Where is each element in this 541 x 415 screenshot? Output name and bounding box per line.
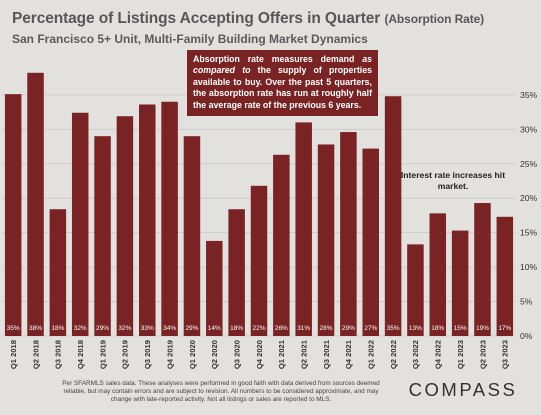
bar (451, 230, 469, 336)
bar-value-labels: 35% 38% 18% 32% 29% 32% 33% 34% 29% 14% 18% 22% 26% 3… (7, 325, 512, 332)
bar (474, 203, 491, 336)
y-axis-ticks: 0% 5% 10% 15% 20% 25% 30% 35% (520, 90, 538, 341)
title-suffix: (Absorption Rate) (384, 12, 485, 26)
footer-disclaimer: Per SFARMLS sales data. These analyses w… (62, 380, 380, 403)
x-tick-label: Q4 2020 (255, 340, 264, 369)
x-tick-label: Q3 2020 (232, 340, 241, 369)
bar-value-label: 35% (7, 325, 20, 332)
annotation-text-1: Absorption rate measures demand (193, 54, 363, 64)
bar (362, 148, 379, 336)
bar-value-label: 22% (252, 325, 265, 332)
bar-value-label: 18% (51, 325, 64, 332)
bar-value-label: 31% (297, 325, 310, 332)
bar (94, 136, 111, 336)
bar-value-label: 18% (431, 325, 444, 332)
bar-value-label: 32% (74, 325, 87, 332)
bar (206, 240, 223, 336)
bar-value-label: 19% (476, 325, 489, 332)
bar-value-label: 15% (454, 325, 467, 332)
bar (27, 72, 44, 336)
x-tick-label: Q3 2019 (143, 340, 152, 369)
annotation-text-2: the supply of properties available to bu… (193, 65, 372, 110)
y-tick-label: 25% (520, 159, 538, 169)
y-tick-label: 35% (520, 90, 538, 100)
y-tick-label: 0% (520, 331, 533, 341)
bar (139, 104, 156, 336)
y-tick-label: 30% (520, 124, 538, 134)
bar (4, 94, 22, 336)
bar (116, 116, 134, 336)
x-tick-label: Q2 2022 (389, 340, 398, 369)
bar (317, 144, 335, 336)
x-tick-label: Q1 2022 (367, 340, 376, 369)
x-tick-label: Q2 2023 (478, 340, 487, 369)
annotation-box: Absorption rate measures demand as compa… (187, 50, 378, 117)
x-tick-label: Q3 2018 (54, 340, 63, 369)
x-tick-label: Q2 2018 (31, 340, 40, 369)
bar-value-label: 29% (185, 325, 198, 332)
bar-value-label: 29% (342, 325, 355, 332)
x-tick-label: Q2 2019 (121, 340, 130, 369)
bar-value-label: 13% (409, 325, 422, 332)
x-tick-label: Q3 2023 (501, 340, 510, 369)
bar (429, 213, 447, 336)
x-tick-label: Q1 2021 (277, 339, 286, 369)
x-tick-label: Q2 2020 (210, 340, 219, 369)
chart-subtitle: San Francisco 5+ Unit, Multi-Family Buil… (12, 32, 368, 46)
bar-value-label: 14% (208, 325, 221, 332)
title-main: Percentage of Listings Accepting Offers … (12, 10, 381, 27)
bar (496, 216, 514, 336)
x-tick-label: Q1 2019 (98, 340, 107, 369)
x-tick-label: Q4 2022 (434, 340, 443, 369)
y-tick-label: 10% (520, 262, 538, 272)
x-tick-label: Q1 2020 (188, 340, 197, 369)
bars (4, 72, 514, 337)
y-tick-label: 15% (520, 228, 538, 238)
bar (49, 209, 67, 336)
bar (340, 132, 357, 336)
x-tick-label: Q4 2021 (344, 339, 353, 369)
annotation-text-italic: as compared to (193, 54, 372, 76)
bar-value-label: 27% (364, 325, 377, 332)
bar-value-label: 28% (320, 325, 333, 332)
bar (250, 185, 268, 336)
y-tick-label: 20% (520, 193, 538, 203)
bar (71, 112, 89, 336)
bar (273, 154, 290, 336)
x-tick-label: Q3 2021 (322, 339, 331, 369)
x-tick-label: Q3 2022 (411, 340, 420, 369)
bar (161, 101, 178, 337)
bar-value-label: 33% (141, 325, 154, 332)
x-tick-label: Q2 2021 (299, 339, 308, 369)
x-tick-label: Q4 2019 (165, 340, 174, 369)
bar (183, 136, 201, 336)
bar-value-label: 17% (498, 325, 511, 332)
bar (384, 96, 402, 336)
bar-value-label: 34% (163, 325, 176, 332)
x-axis-ticks: Q1 2018 Q2 2018 Q3 2018 Q4 2018 Q1 2019 Q2 20… (9, 339, 510, 369)
bar-value-label: 18% (230, 325, 243, 332)
bar (407, 244, 424, 336)
x-tick-label: Q1 2023 (456, 340, 465, 369)
chart-title: Percentage of Listings Accepting Offers … (12, 10, 484, 28)
bar-value-label: 29% (96, 325, 109, 332)
bar (228, 209, 245, 336)
bar-value-label: 35% (387, 325, 400, 332)
compass-logo: COMPASS (408, 379, 518, 400)
bar (295, 122, 312, 336)
bar-value-label: 26% (275, 325, 288, 332)
bar-value-label: 38% (29, 325, 42, 332)
x-tick-label: Q4 2018 (76, 340, 85, 369)
rate-increase-note: Interest rate increases hit market. (400, 170, 506, 192)
y-tick-label: 5% (520, 297, 533, 307)
x-tick-label: Q1 2018 (9, 340, 18, 369)
bar-value-label: 32% (118, 325, 131, 332)
